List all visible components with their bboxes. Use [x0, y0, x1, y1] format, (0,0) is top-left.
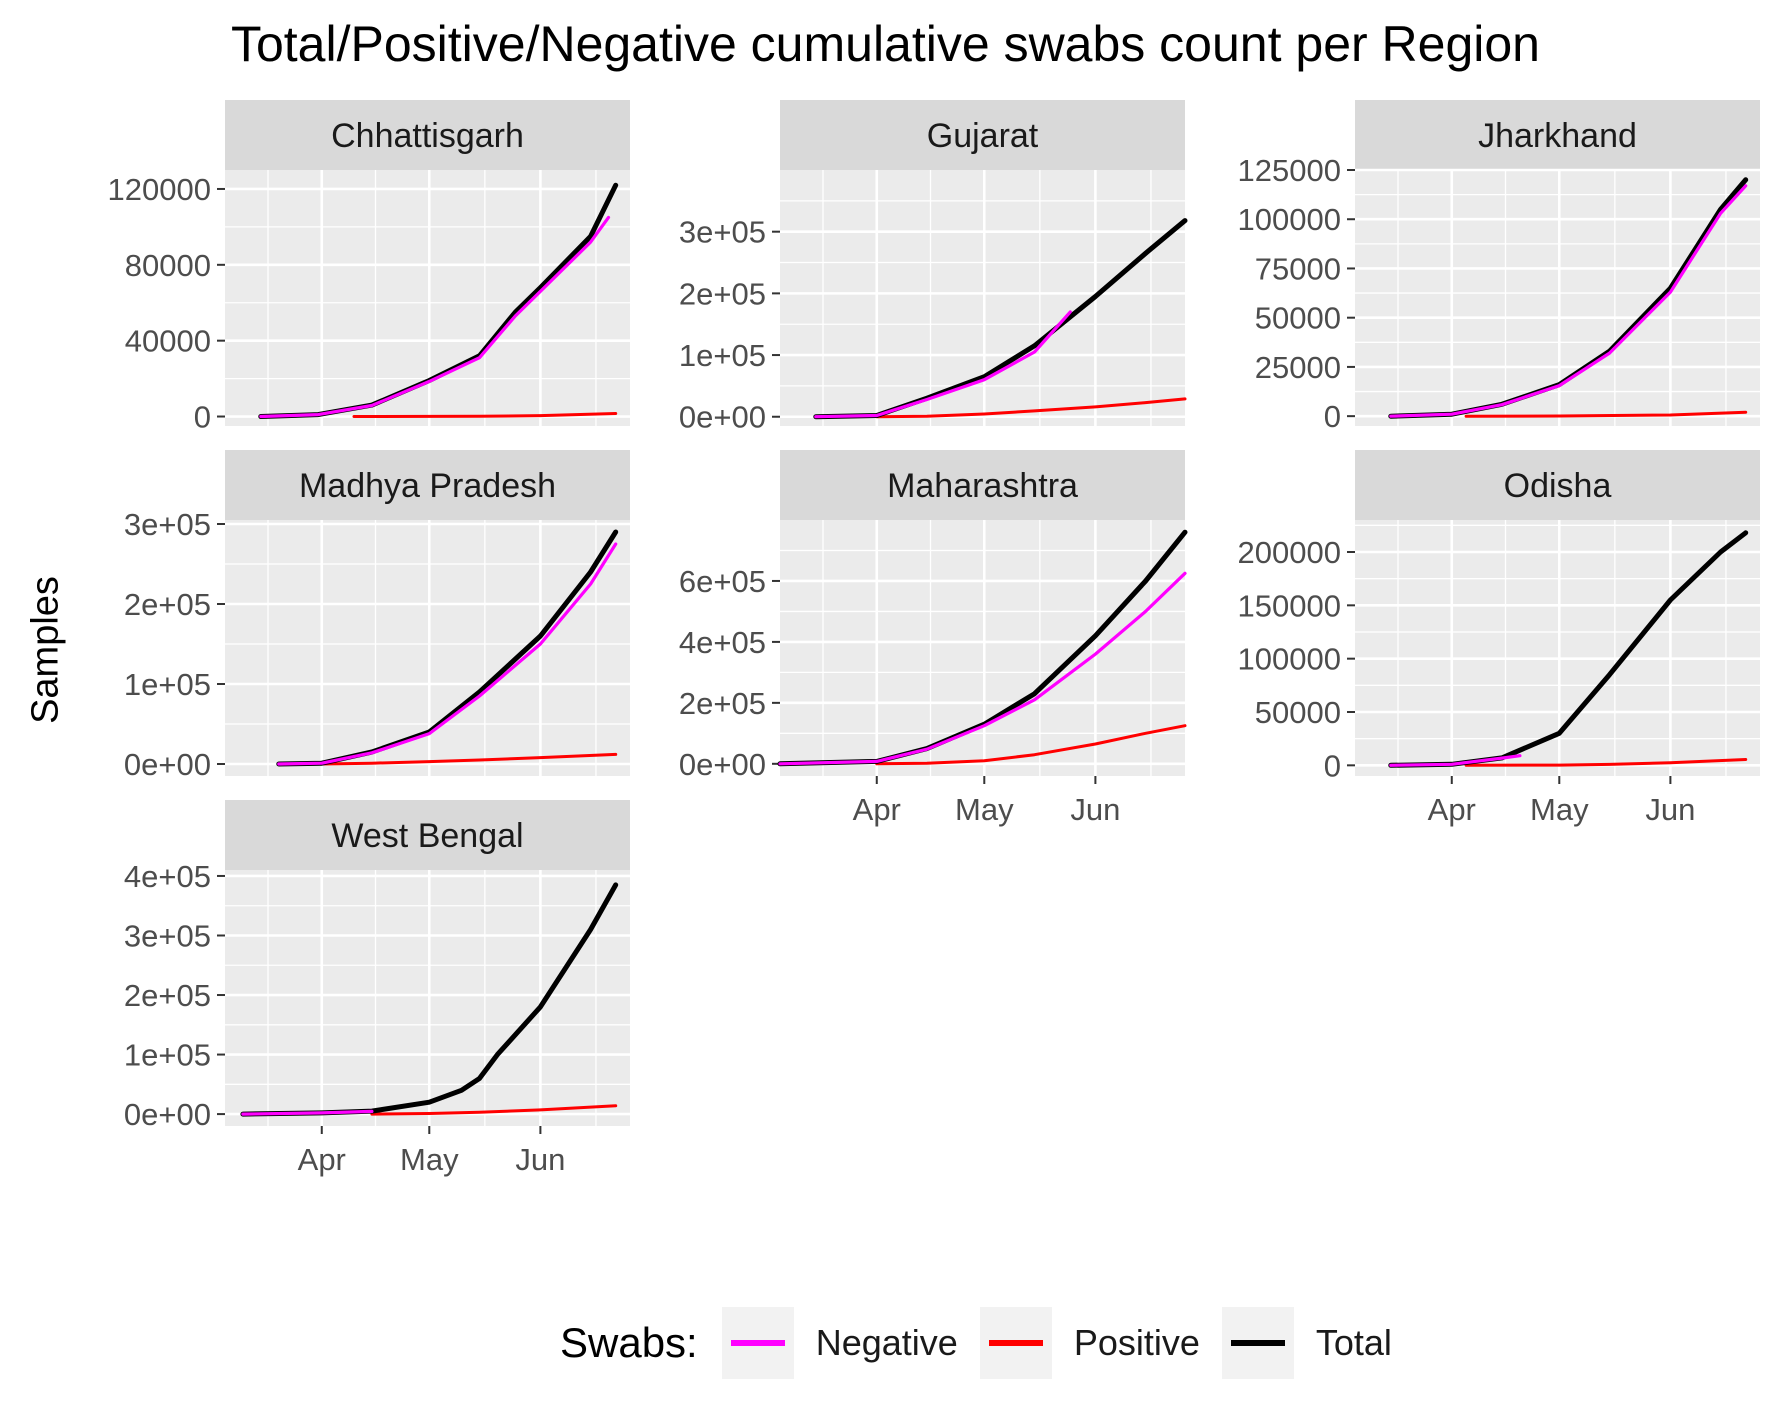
y-tick-label: 0e+00 — [679, 747, 766, 782]
y-tick-label: 3e+05 — [124, 507, 211, 542]
y-tick-label: 1e+05 — [679, 338, 766, 373]
y-tick-label: 2e+05 — [124, 587, 211, 622]
series-line-positive — [1464, 410, 1748, 418]
y-tick-label: 50000 — [1255, 695, 1341, 730]
legend-label-positive: Positive — [1073, 1322, 1200, 1363]
y-tick-label: 0e+00 — [679, 400, 766, 435]
series-line-negative — [814, 310, 1072, 419]
strip-background — [1355, 100, 1760, 170]
series-line-positive — [1464, 758, 1748, 767]
strip-label: Chhattisgarh — [331, 117, 524, 155]
x-tick-label: May — [400, 1142, 459, 1177]
panel-chhattisgarh: Chhattisgarh 0 40000 80000 120000 — [108, 100, 630, 435]
strip-background — [1355, 450, 1760, 520]
panel-gujarat: Gujarat 0e+00 1e+05 2e+05 3e+05 — [679, 100, 1188, 435]
x-tick-label: Jun — [515, 1142, 565, 1177]
strip-background — [225, 450, 630, 520]
y-tick-label: 2e+05 — [679, 276, 766, 311]
legend-item-positive: Positive — [979, 1307, 1200, 1379]
plot-background — [225, 870, 630, 1126]
y-tick-label: 2e+05 — [679, 686, 766, 721]
series-line-negative — [1389, 754, 1522, 767]
y-tick-label: 0 — [1324, 748, 1341, 783]
y-tick-label: 0 — [194, 400, 211, 435]
series-line-negative — [778, 571, 1187, 766]
x-tick-label: Apr — [853, 792, 901, 827]
strip-label: Jharkhand — [1478, 117, 1637, 155]
panel-maharashtra: Maharashtra 0e+00 2e+05 4e+05 6e+05 Apr May Jun — [679, 450, 1188, 827]
panel-odisha: Odisha 0 50000 100000 150000 200000 Apr May Jun — [1238, 450, 1760, 827]
y-tick-label: 120000 — [108, 172, 211, 207]
y-tick-label: 4e+05 — [124, 859, 211, 894]
legend-title: Swabs: — [560, 1319, 698, 1366]
y-tick-label: 100000 — [1238, 202, 1341, 237]
series-line-negative — [259, 215, 611, 419]
legend-item-negative: Negative — [721, 1307, 958, 1379]
series-line-negative — [1389, 184, 1748, 418]
strip-background — [780, 450, 1185, 520]
legend-key-positive — [979, 1307, 1052, 1379]
legend: Swabs: Negative Positive Total — [560, 1306, 1414, 1380]
y-tick-label: 125000 — [1238, 153, 1341, 188]
panel-jharkhand: Jharkhand 0 25000 50000 75000 100000 125000 — [1238, 100, 1760, 434]
strip-label: Odisha — [1504, 467, 1612, 505]
strip-label: Maharashtra — [887, 467, 1078, 505]
series-line-positive — [875, 724, 1187, 766]
y-tick-label: 2e+05 — [124, 978, 211, 1013]
legend-item-total: Total — [1221, 1307, 1392, 1379]
plot-background — [780, 170, 1185, 426]
series-line-positive — [320, 752, 618, 766]
y-tick-label: 1e+05 — [124, 1038, 211, 1073]
plot-background — [225, 170, 630, 426]
series-line-positive — [370, 1104, 618, 1116]
series-line-negative — [277, 542, 618, 766]
x-tick-label: May — [955, 792, 1014, 827]
y-tick-label: 25000 — [1255, 350, 1341, 385]
chart-title: Total/Positive/Negative cumulative swabs… — [230, 16, 1540, 72]
y-tick-label: 0e+00 — [124, 747, 211, 782]
series-line-negative — [241, 1109, 374, 1116]
x-tick-label: Jun — [1645, 792, 1695, 827]
y-tick-label: 0e+00 — [124, 1097, 211, 1132]
panel-madhya-pradesh: Madhya Pradesh 0e+00 1e+05 2e+05 3e+05 — [124, 450, 630, 782]
y-tick-label: 75000 — [1255, 251, 1341, 286]
y-tick-label: 6e+05 — [679, 564, 766, 599]
y-tick-label: 0 — [1324, 399, 1341, 434]
y-tick-label: 3e+05 — [679, 215, 766, 250]
strip-label: Madhya Pradesh — [299, 467, 556, 505]
legend-label-total: Total — [1315, 1322, 1392, 1363]
y-tick-label: 50000 — [1255, 301, 1341, 336]
y-tick-label: 4e+05 — [679, 625, 766, 660]
y-tick-label: 40000 — [125, 324, 211, 359]
x-tick-label: Jun — [1070, 792, 1120, 827]
y-tick-label: 3e+05 — [124, 918, 211, 953]
y-tick-label: 1e+05 — [124, 667, 211, 702]
strip-background — [225, 100, 630, 170]
strip-label: Gujarat — [927, 117, 1039, 155]
x-tick-label: May — [1530, 792, 1589, 827]
y-tick-label: 200000 — [1238, 535, 1341, 570]
x-tick-label: Apr — [1428, 792, 1476, 827]
legend-key-total — [1221, 1307, 1294, 1379]
y-tick-label: 100000 — [1238, 642, 1341, 677]
y-tick-label: 80000 — [125, 248, 211, 283]
strip-background — [225, 800, 630, 870]
plot-background — [1355, 520, 1760, 776]
x-tick-label: Apr — [298, 1142, 346, 1177]
series-line-positive — [352, 412, 618, 418]
panel-west-bengal: West Bengal 0e+00 1e+05 2e+05 3e+05 4e+05 Apr M… — [124, 800, 630, 1177]
y-tick-label: 150000 — [1238, 588, 1341, 623]
legend-key-negative — [721, 1307, 794, 1379]
strip-label: West Bengal — [331, 817, 523, 855]
plot-background — [225, 520, 630, 776]
series-line-positive — [875, 397, 1187, 419]
legend-label-negative: Negative — [815, 1322, 958, 1363]
strip-background — [780, 100, 1185, 170]
